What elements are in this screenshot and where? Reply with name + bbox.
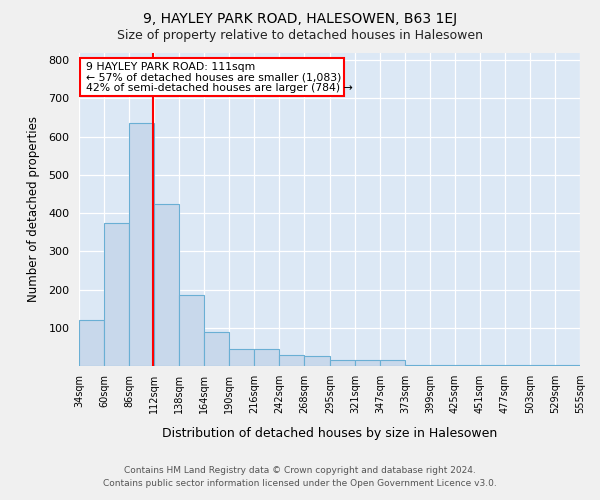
- Bar: [304, 356, 330, 366]
- Bar: [129, 123, 154, 366]
- Bar: [330, 360, 355, 366]
- X-axis label: Distribution of detached houses by size in Halesowen: Distribution of detached houses by size …: [162, 427, 497, 440]
- Bar: [555, 365, 580, 366]
- Bar: [279, 354, 304, 366]
- Text: 42% of semi-detached houses are larger (784) →: 42% of semi-detached houses are larger (…: [86, 83, 353, 93]
- Bar: [154, 204, 179, 366]
- Bar: [179, 295, 204, 366]
- Text: 9, HAYLEY PARK ROAD, HALESOWEN, B63 1EJ: 9, HAYLEY PARK ROAD, HALESOWEN, B63 1EJ: [143, 12, 457, 26]
- Bar: [254, 349, 279, 366]
- FancyBboxPatch shape: [80, 58, 344, 96]
- Text: ← 57% of detached houses are smaller (1,083): ← 57% of detached houses are smaller (1,…: [86, 72, 341, 83]
- Bar: [355, 360, 380, 366]
- Bar: [79, 320, 104, 366]
- Bar: [229, 349, 254, 366]
- Bar: [455, 365, 480, 366]
- Bar: [104, 222, 129, 366]
- Y-axis label: Number of detached properties: Number of detached properties: [27, 116, 40, 302]
- Bar: [430, 365, 455, 366]
- Bar: [380, 360, 405, 366]
- Text: Contains HM Land Registry data © Crown copyright and database right 2024.
Contai: Contains HM Land Registry data © Crown c…: [103, 466, 497, 487]
- Text: 9 HAYLEY PARK ROAD: 111sqm: 9 HAYLEY PARK ROAD: 111sqm: [86, 62, 255, 72]
- Bar: [405, 365, 430, 366]
- Bar: [204, 332, 229, 366]
- Text: Size of property relative to detached houses in Halesowen: Size of property relative to detached ho…: [117, 29, 483, 42]
- Bar: [480, 365, 505, 366]
- Bar: [530, 365, 555, 366]
- Bar: [505, 365, 530, 366]
